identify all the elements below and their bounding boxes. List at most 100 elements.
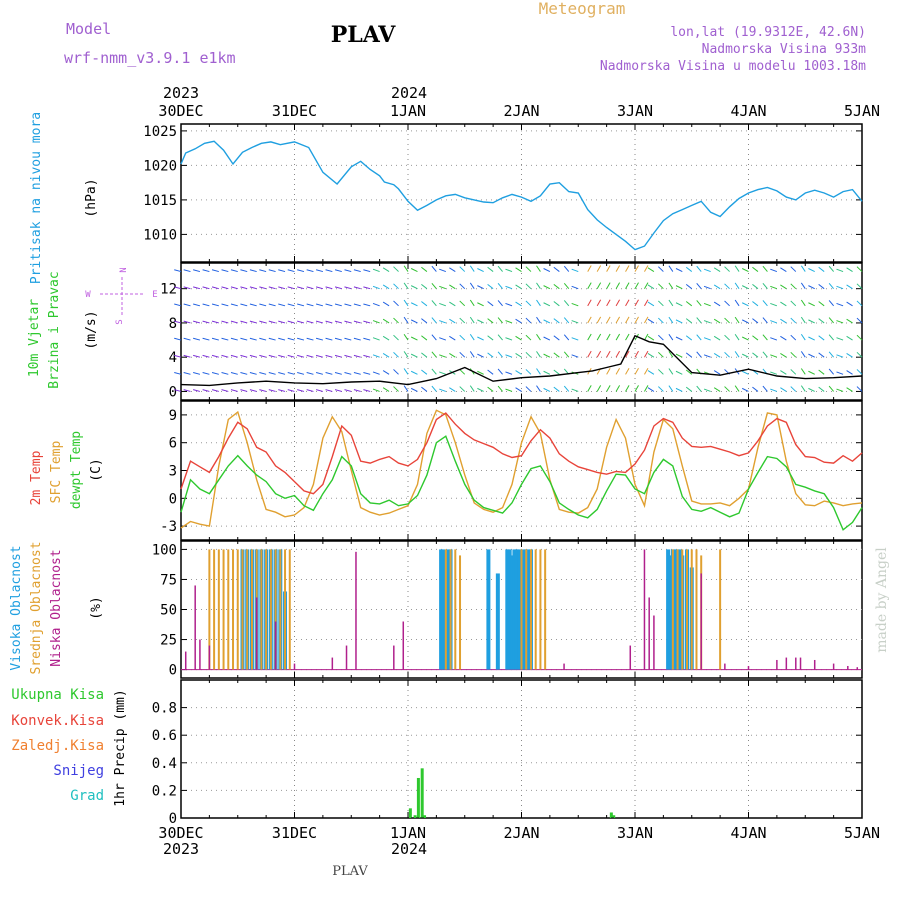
wind-barb xyxy=(334,372,342,375)
wind-barb xyxy=(505,388,513,392)
y-tick-label: 0.8 xyxy=(152,701,177,717)
wind-barb xyxy=(563,300,570,307)
wind-barb xyxy=(818,318,825,324)
wind-barb xyxy=(762,334,768,341)
wind-barb xyxy=(240,286,248,290)
wind-barb xyxy=(675,353,683,358)
wind-barb xyxy=(657,386,664,392)
wind-barb xyxy=(372,302,380,307)
high-cloud-bar xyxy=(526,549,531,670)
wind-barb xyxy=(393,351,399,358)
wind-barb xyxy=(818,283,825,290)
mid-cloud-bar xyxy=(534,549,537,670)
high-cloud-bar xyxy=(517,549,522,670)
wind-barb xyxy=(372,320,380,324)
wind-barb xyxy=(846,335,853,341)
wind-barb xyxy=(563,317,570,324)
precip-bar xyxy=(420,768,424,818)
cloud-panel: 100 75 50 25 0 xyxy=(152,540,863,679)
low-cloud-bar xyxy=(563,663,565,670)
wind-barb xyxy=(403,316,409,324)
y-tick-label: 1010 xyxy=(143,227,177,243)
wind-barb xyxy=(634,368,639,375)
wind-barb xyxy=(856,351,863,358)
wind-barb xyxy=(325,372,333,375)
wind-barb xyxy=(315,354,324,358)
wind-barb xyxy=(306,354,314,358)
wind-barb xyxy=(278,269,286,273)
wind-barb xyxy=(780,370,787,375)
wind-barb xyxy=(353,389,361,392)
wind-barb xyxy=(439,268,447,273)
wind-barb xyxy=(505,285,513,290)
wind-barb xyxy=(334,354,342,358)
wind-barb xyxy=(477,285,484,290)
mid-cloud-bar xyxy=(217,549,220,670)
wind-barb xyxy=(836,285,844,290)
wind-barb xyxy=(741,353,749,358)
wind-barb xyxy=(818,352,825,358)
wind-barb xyxy=(211,337,219,341)
wind-barb xyxy=(325,320,333,324)
wind-barb xyxy=(685,352,693,358)
low-cloud-bar xyxy=(629,645,632,670)
wind-barb xyxy=(230,354,238,358)
mid-cloud-bar xyxy=(454,549,457,670)
wind-barb xyxy=(525,266,532,272)
wind-barb xyxy=(287,389,295,392)
wind-barb xyxy=(536,368,541,375)
footer-station: PLAV xyxy=(332,864,368,879)
wind-barb xyxy=(439,302,447,307)
mid-cloud-bar xyxy=(213,549,216,670)
wind-barb xyxy=(525,369,532,375)
wind-barb xyxy=(202,320,210,324)
wind-barb xyxy=(625,265,630,272)
wind-barb xyxy=(372,337,380,341)
y-tick-label: 100 xyxy=(152,542,177,558)
wind-barb xyxy=(515,301,522,307)
cloud-ylabel-3: Niska Oblacnost xyxy=(49,549,64,666)
y-tick-label: 0.2 xyxy=(152,783,177,799)
wind-barb xyxy=(571,268,579,273)
wind-ylabel-2: Brzina i Pravac xyxy=(47,271,62,388)
wind-barb xyxy=(543,285,551,290)
wind-barb xyxy=(393,317,399,324)
high-cloud-bar xyxy=(677,549,682,670)
wind-barb xyxy=(780,318,787,324)
wind-barb xyxy=(553,283,560,290)
wind-barb xyxy=(278,389,286,392)
wind-barb xyxy=(536,385,541,392)
wind-barb xyxy=(459,317,466,324)
wind-barb xyxy=(382,301,390,307)
wind-barb xyxy=(410,268,418,273)
wind-barb xyxy=(439,337,447,341)
wind-barb xyxy=(780,353,787,358)
wind-barb xyxy=(449,335,456,341)
wind-barb xyxy=(193,320,201,324)
mid-cloud-bar xyxy=(444,549,447,670)
wind-barb xyxy=(505,268,513,273)
wind-barb xyxy=(770,302,778,307)
mid-cloud-bar xyxy=(246,549,249,670)
wind-barb xyxy=(410,285,418,290)
high-cloud-bar xyxy=(495,573,500,670)
wind-barb xyxy=(724,334,730,341)
wind-barb xyxy=(713,301,721,307)
mid-cloud-bar xyxy=(676,549,679,670)
wind-barb xyxy=(647,353,655,358)
wind-barb xyxy=(459,266,466,272)
wind-barb xyxy=(856,369,863,375)
wind-barb xyxy=(259,337,267,341)
wind-barb xyxy=(174,320,182,324)
wind-barb xyxy=(297,303,305,307)
wind-barb xyxy=(647,301,655,307)
low-cloud-bar xyxy=(643,549,646,670)
wind-barb xyxy=(696,283,702,290)
low-cloud-bar xyxy=(184,651,187,670)
wind-barb xyxy=(306,337,314,341)
wind-barb xyxy=(770,285,778,290)
wind-barb xyxy=(657,334,664,341)
wind-barb xyxy=(615,265,621,272)
wind-barb xyxy=(846,284,853,290)
wind-barb xyxy=(685,283,693,290)
